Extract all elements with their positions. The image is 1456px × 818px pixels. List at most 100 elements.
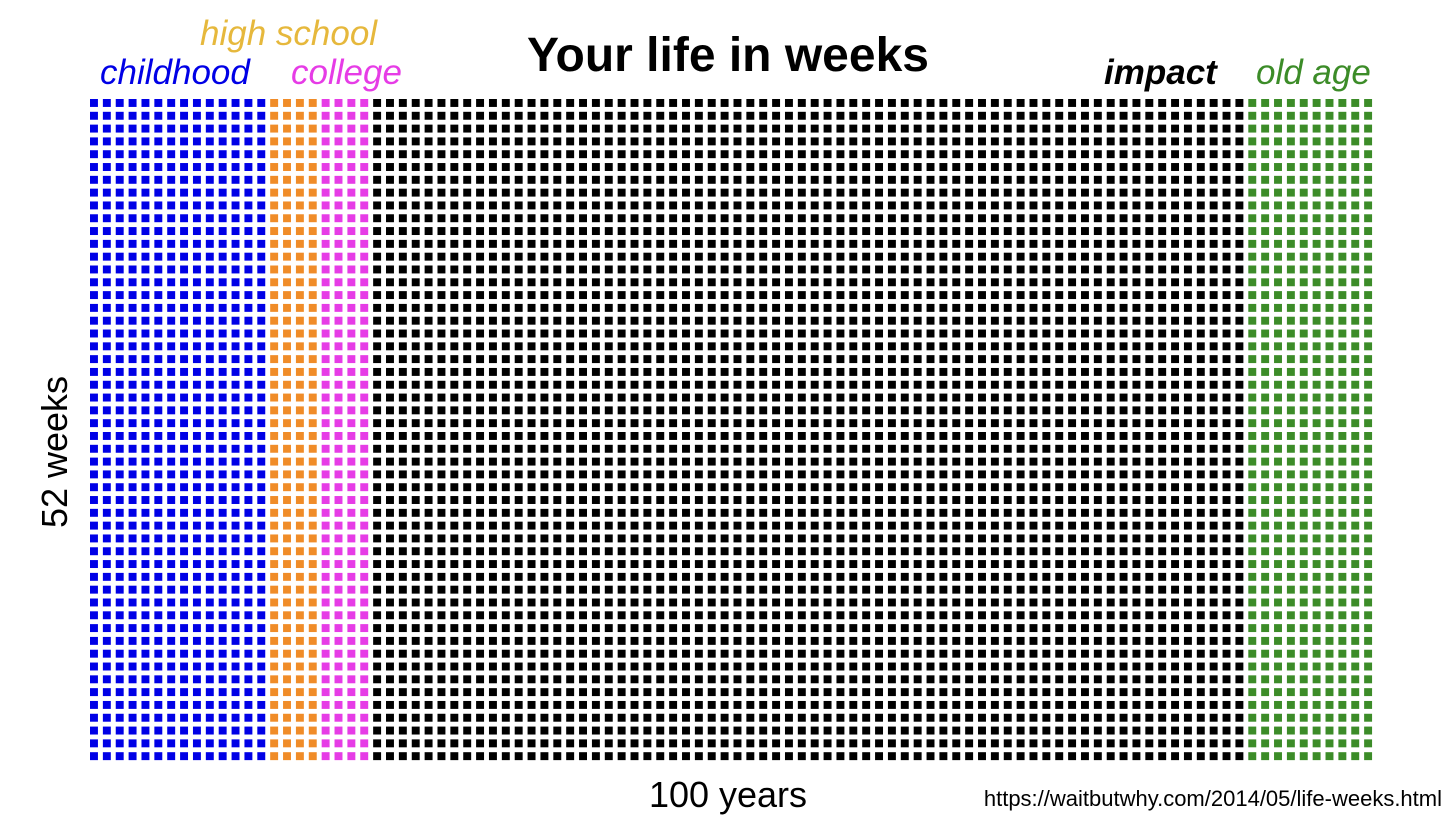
week-square: [1158, 560, 1167, 569]
week-square: [926, 636, 935, 645]
week-square: [694, 662, 703, 671]
week-square: [1286, 150, 1295, 159]
week-square: [1042, 547, 1051, 556]
week-square: [231, 201, 240, 210]
week-square: [720, 560, 729, 569]
week-square: [566, 457, 575, 466]
week-square: [707, 675, 716, 684]
week-square: [154, 150, 163, 159]
week-square: [965, 547, 974, 556]
week-square: [913, 124, 922, 133]
week-square: [630, 444, 639, 453]
week-square: [373, 457, 382, 466]
week-square: [398, 342, 407, 351]
week-square: [501, 700, 510, 709]
week-square: [463, 470, 472, 479]
week-square: [244, 675, 253, 684]
week-square: [810, 355, 819, 364]
week-square: [707, 342, 716, 351]
week-square: [1235, 99, 1244, 107]
week-square: [463, 124, 472, 133]
week-square: [308, 150, 317, 159]
week-square: [656, 342, 665, 351]
week-square: [1158, 163, 1167, 171]
week-square: [1106, 99, 1115, 107]
week-square: [604, 137, 613, 146]
week-square: [604, 649, 613, 658]
week-square: [115, 662, 124, 671]
week-square: [476, 355, 485, 364]
week-square: [990, 611, 999, 620]
week-square: [746, 662, 755, 671]
week-square: [836, 175, 845, 184]
week-square: [566, 521, 575, 530]
week-square: [514, 124, 523, 133]
week-square: [295, 457, 304, 466]
year-column: [1261, 99, 1270, 761]
week-square: [604, 227, 613, 236]
week-square: [952, 752, 961, 761]
week-square: [411, 201, 420, 210]
week-square: [656, 188, 665, 197]
week-square: [1235, 636, 1244, 645]
week-square: [141, 624, 150, 633]
week-square: [1196, 598, 1205, 607]
week-square: [373, 214, 382, 223]
year-column: [1299, 99, 1308, 761]
week-square: [398, 163, 407, 171]
week-square: [694, 688, 703, 697]
week-square: [283, 649, 291, 658]
week-square: [849, 547, 858, 556]
week-square: [772, 150, 781, 159]
week-square: [772, 726, 781, 735]
week-square: [913, 752, 922, 761]
week-square: [1132, 175, 1141, 184]
week-square: [836, 265, 845, 274]
week-square: [875, 636, 884, 645]
week-square: [386, 649, 394, 658]
week-square: [823, 496, 832, 504]
week-square: [579, 483, 587, 492]
week-square: [1183, 291, 1192, 300]
week-square: [1235, 291, 1244, 300]
week-square: [1158, 214, 1167, 223]
week-square: [398, 278, 407, 287]
week-square: [784, 252, 793, 261]
week-square: [463, 342, 472, 351]
week-square: [746, 342, 755, 351]
week-square: [321, 739, 330, 748]
week-square: [1209, 150, 1218, 159]
week-square: [1183, 342, 1192, 351]
week-square: [797, 688, 806, 697]
week-square: [244, 483, 253, 492]
week-square: [360, 163, 369, 171]
week-square: [1183, 124, 1192, 133]
week-square: [1299, 252, 1308, 261]
week-square: [1158, 175, 1167, 184]
week-square: [141, 265, 150, 274]
week-square: [141, 508, 150, 517]
week-square: [913, 636, 922, 645]
week-square: [527, 726, 536, 735]
week-square: [604, 393, 613, 402]
week-square: [643, 239, 652, 248]
week-square: [990, 99, 999, 107]
week-square: [141, 636, 150, 645]
week-square: [617, 432, 626, 440]
week-square: [952, 713, 961, 722]
week-square: [1093, 380, 1102, 389]
week-square: [1042, 175, 1051, 184]
week-square: [823, 726, 832, 735]
week-square: [1158, 367, 1167, 376]
week-square: [849, 380, 858, 389]
week-square: [784, 227, 793, 236]
week-square: [1196, 636, 1205, 645]
week-square: [386, 585, 394, 594]
week-square: [926, 124, 935, 133]
week-square: [476, 291, 485, 300]
week-square: [192, 252, 201, 261]
week-square: [733, 585, 742, 594]
year-column: [1286, 99, 1295, 761]
week-square: [205, 303, 214, 312]
week-square: [398, 470, 407, 479]
